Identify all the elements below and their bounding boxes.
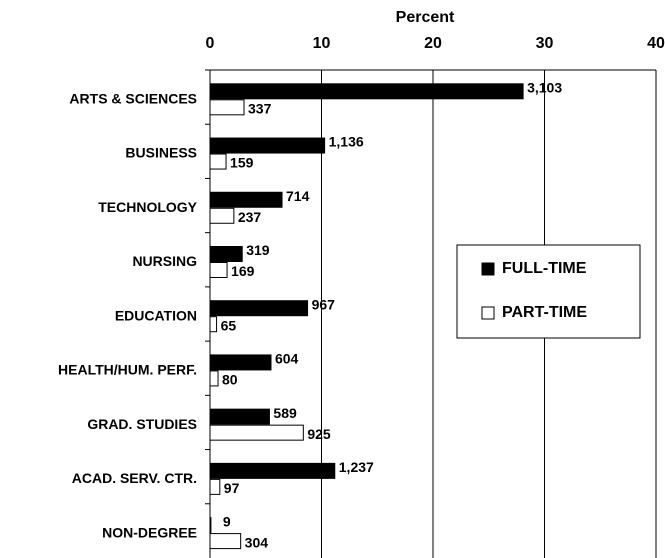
y-tick-label: NON-DEGREE (102, 524, 197, 540)
count-label: 337 (248, 101, 272, 117)
x-tick-label: 30 (536, 35, 554, 52)
count-label: 319 (246, 242, 270, 258)
y-tick-label: ACAD. SERV. CTR. (72, 470, 197, 486)
legend-box (456, 244, 641, 339)
y-tick-label: GRAD. STUDIES (87, 416, 197, 432)
bar (209, 261, 228, 278)
count-label: 1,136 (329, 134, 364, 150)
bar (209, 99, 245, 116)
y-tick-label: EDUCATION (115, 307, 197, 323)
bar (209, 83, 524, 100)
bar (209, 316, 218, 333)
bar (209, 354, 272, 371)
bar (209, 478, 221, 495)
count-label: 1,237 (339, 459, 374, 475)
y-tick-label: TECHNOLOGY (98, 199, 197, 215)
legend-swatch (481, 306, 495, 320)
bar (209, 408, 270, 425)
count-label: 9 (223, 513, 231, 529)
axis-title: Percent (396, 9, 455, 26)
legend-label: PART-TIME (502, 304, 587, 321)
bar (209, 245, 243, 262)
x-tick-label: 40 (647, 35, 665, 52)
bar (209, 424, 304, 441)
y-tick-label: HEALTH/HUM. PERF. (58, 362, 197, 378)
count-label: 237 (238, 209, 262, 225)
x-tick-label: 20 (424, 35, 442, 52)
bar (209, 533, 242, 550)
bar (209, 370, 219, 387)
count-label: 589 (273, 405, 297, 421)
x-tick-label: 0 (206, 35, 215, 52)
bar (209, 191, 283, 208)
count-label: 714 (286, 188, 310, 204)
count-label: 159 (230, 155, 254, 171)
legend-label: FULL-TIME (502, 260, 587, 277)
bar (209, 462, 336, 479)
bar (209, 207, 235, 224)
count-label: 925 (307, 426, 331, 442)
legend-swatch (481, 262, 495, 276)
count-label: 967 (312, 296, 336, 312)
bar (209, 137, 326, 154)
x-tick-label: 10 (313, 35, 331, 52)
count-label: 97 (224, 480, 240, 496)
y-tick-label: NURSING (132, 253, 197, 269)
count-label: 604 (275, 351, 299, 367)
count-label: 169 (231, 263, 255, 279)
bar (209, 153, 227, 170)
bar (209, 517, 212, 534)
count-label: 80 (222, 372, 238, 388)
y-tick-label: ARTS & SCIENCES (69, 91, 197, 107)
count-label: 304 (245, 534, 269, 550)
y-tick-label: BUSINESS (125, 145, 197, 161)
bar (209, 300, 309, 317)
count-label: 65 (221, 317, 237, 333)
count-label: 3,103 (527, 80, 562, 96)
